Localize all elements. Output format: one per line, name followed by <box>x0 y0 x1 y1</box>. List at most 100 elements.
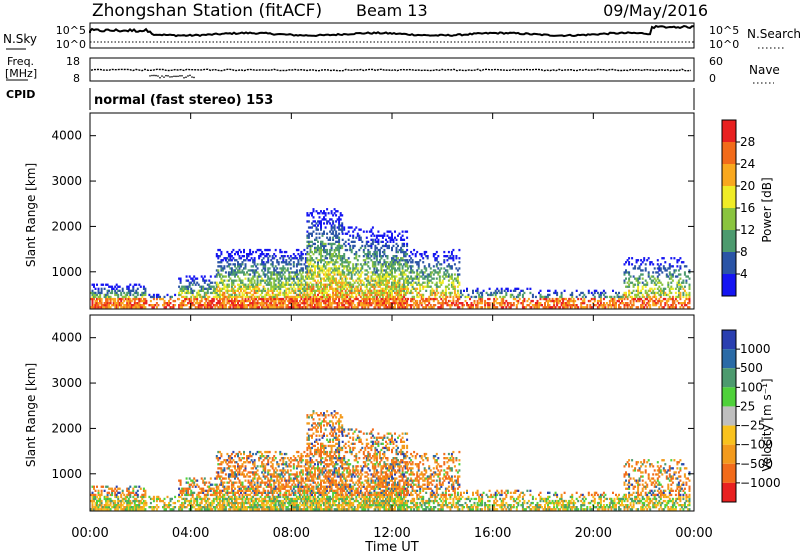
power-cell <box>584 306 587 309</box>
power-cell <box>394 275 396 278</box>
power-cell <box>346 273 349 276</box>
power-cell <box>312 242 315 246</box>
power-cell <box>407 275 410 278</box>
power-cell <box>326 299 329 303</box>
power-cell <box>685 279 688 282</box>
power-cell <box>317 244 319 248</box>
power-cell <box>304 281 307 284</box>
power-cell <box>344 297 347 301</box>
power-cell <box>604 295 607 299</box>
power-cell <box>521 293 524 297</box>
power-cell <box>103 293 106 297</box>
power-cell <box>253 269 256 272</box>
power-cell <box>212 287 215 290</box>
power-cell <box>417 277 420 280</box>
power-cell <box>370 285 373 288</box>
velocity-cell <box>111 491 114 494</box>
velocity-cell <box>97 497 100 501</box>
power-cell <box>315 289 318 292</box>
power-cell <box>668 297 671 301</box>
velocity-cell <box>193 499 196 503</box>
power-cell <box>344 240 347 243</box>
nave-point <box>149 75 151 77</box>
power-cell <box>679 287 682 290</box>
power-cell <box>320 248 322 252</box>
power-cell <box>329 277 332 280</box>
power-cell <box>193 299 196 303</box>
power-cell <box>374 281 377 284</box>
velocity-cell <box>142 487 145 490</box>
power-cell <box>394 267 396 270</box>
power-cell <box>306 281 309 284</box>
power-cell <box>112 299 115 303</box>
power-cell <box>323 277 325 280</box>
power-cell <box>346 267 349 270</box>
power-cell <box>526 287 529 290</box>
power-cell <box>350 285 353 288</box>
noise-left-tick-low: 10^0 <box>56 38 86 51</box>
power-cell <box>426 285 429 288</box>
velocity-cell <box>178 506 181 509</box>
power-cell <box>214 295 217 299</box>
power-cell <box>120 304 123 307</box>
power-cell <box>655 279 658 282</box>
power-cell <box>256 299 259 303</box>
power-cell <box>447 257 450 260</box>
power-cell <box>388 285 390 288</box>
power-cell <box>632 297 635 301</box>
power-cell <box>556 297 559 301</box>
power-cell <box>301 299 304 303</box>
velocity-cell <box>182 487 185 490</box>
power-cell <box>230 304 233 307</box>
power-cell <box>343 255 346 258</box>
power-cell <box>403 279 406 282</box>
power-cell <box>410 257 413 260</box>
power-cell <box>385 271 387 274</box>
power-cell <box>341 302 344 305</box>
power-cell <box>554 299 557 303</box>
power-cell <box>475 289 478 292</box>
power-cell <box>220 265 223 268</box>
power-cell <box>261 295 264 299</box>
power-cell <box>350 240 353 243</box>
power-cell <box>108 295 111 299</box>
power-cell <box>306 302 309 305</box>
power-cell <box>356 304 359 307</box>
power-cell <box>391 289 393 292</box>
power-cell <box>512 304 515 307</box>
power-cell <box>378 289 381 292</box>
power-cell <box>556 302 559 305</box>
power-cell <box>168 302 170 305</box>
power-colorbar-label: Power [dB] <box>760 177 774 242</box>
power-cell <box>274 283 277 286</box>
power-cell <box>339 275 342 278</box>
power-cell <box>377 293 380 297</box>
power-cell <box>126 285 129 288</box>
power-cell <box>289 275 292 278</box>
power-cell <box>341 299 344 303</box>
power-cell <box>599 293 602 297</box>
velocity-cell <box>190 483 193 486</box>
power-cell <box>401 248 404 252</box>
velocity-cell <box>185 506 188 509</box>
velocity-cell <box>149 506 152 509</box>
power-cell <box>404 230 407 233</box>
power-cell <box>237 261 239 264</box>
power-cell <box>317 248 319 252</box>
power-cell <box>604 304 607 307</box>
power-cell <box>365 279 368 282</box>
power-cell <box>274 293 277 297</box>
power-cell <box>389 295 392 299</box>
power-cell <box>306 253 309 256</box>
velocity-cell <box>149 497 152 501</box>
power-cell <box>583 306 586 309</box>
power-cell <box>247 255 250 258</box>
power-cell <box>560 293 563 297</box>
power-cell <box>230 297 233 301</box>
power-cell <box>450 257 453 260</box>
power-cell <box>294 287 297 290</box>
power-cell <box>215 285 218 288</box>
power-cell <box>295 265 298 268</box>
power-cell <box>364 285 367 288</box>
power-cell <box>202 285 205 288</box>
